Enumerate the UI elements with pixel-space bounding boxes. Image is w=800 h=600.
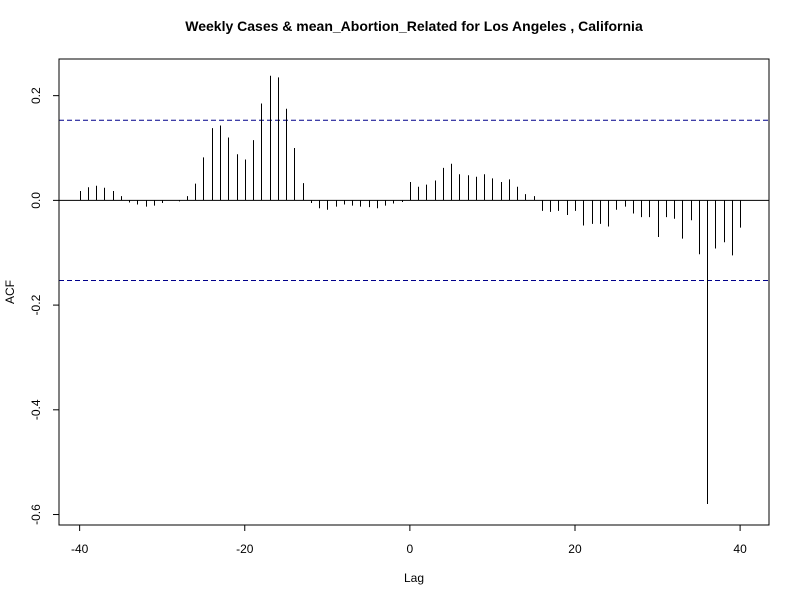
x-tick-label: 20 xyxy=(568,542,582,556)
x-axis: -40 -20 0 20 40 xyxy=(71,525,747,556)
x-tick-label: -20 xyxy=(236,542,254,556)
y-tick-label: -0.2 xyxy=(29,294,43,315)
y-tick-label: -0.6 xyxy=(29,504,43,525)
y-tick-label: 0.0 xyxy=(29,192,43,209)
y-axis: -0.6 -0.4 -0.2 0.0 0.2 xyxy=(29,87,59,525)
y-tick-label: 0.2 xyxy=(29,87,43,104)
x-tick-label: 0 xyxy=(407,542,414,556)
x-tick-label: 40 xyxy=(733,542,747,556)
chart-title: Weekly Cases & mean_Abortion_Related for… xyxy=(185,18,643,34)
y-axis-label: ACF xyxy=(3,280,17,304)
plot-area xyxy=(59,75,769,505)
x-axis-label: Lag xyxy=(404,571,424,585)
y-tick-label: -0.4 xyxy=(29,399,43,420)
plot-frame xyxy=(58,58,770,526)
x-tick-label: -40 xyxy=(71,542,89,556)
